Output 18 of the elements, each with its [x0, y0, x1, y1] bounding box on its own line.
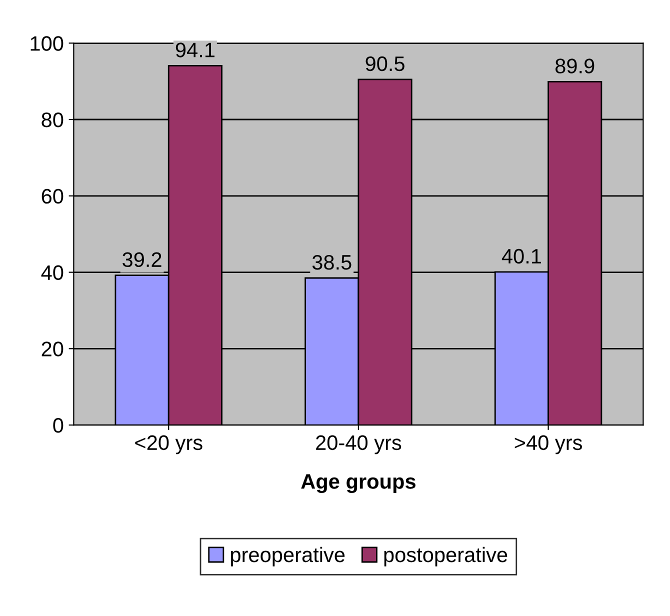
data-label: 38.5 [312, 254, 352, 270]
x-tick-label: 20-40 yrs [316, 435, 402, 454]
x-axis-title: Age groups [301, 474, 416, 494]
y-tick-label: 0 [53, 418, 64, 433]
data-label: 90.5 [366, 56, 404, 72]
x-tick-label: <20 yrs [135, 435, 202, 454]
legend-label: postoperative [384, 546, 508, 566]
y-tick-label: 60 [42, 188, 64, 204]
y-tick-label: 40 [41, 265, 64, 280]
x-tick-label: >40 yrs [514, 435, 582, 454]
data-label: 39.2 [122, 252, 162, 268]
y-tick-label: 100 [30, 36, 64, 51]
y-tick-label: 80 [42, 112, 64, 128]
data-label: 89.9 [555, 58, 594, 74]
data-label: 40.1 [502, 248, 541, 264]
data-label: 94.1 [176, 42, 214, 58]
legend-label: preoperative [231, 546, 345, 566]
y-tick-label: 20 [42, 342, 64, 356]
